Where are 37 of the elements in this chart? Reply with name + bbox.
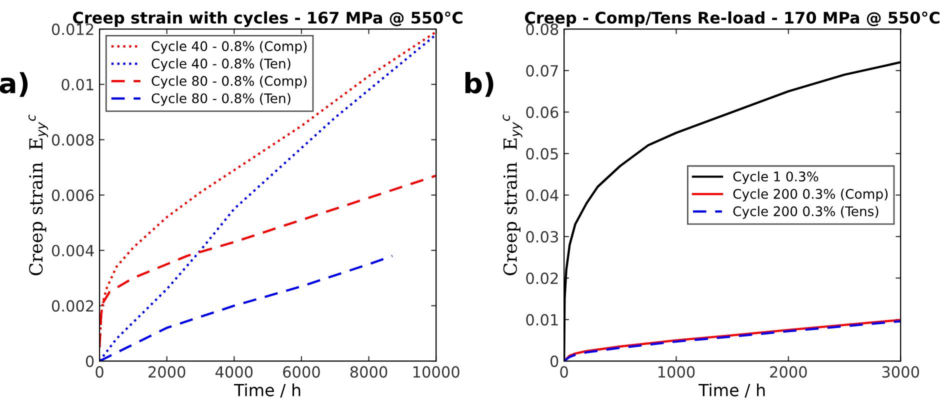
legend-label: Cycle 200 0.3% (Tens) — [733, 206, 878, 219]
x-tick-label: 2000 — [770, 366, 807, 378]
x-axis-title: Time / h — [698, 383, 765, 398]
legend-label: Cycle 80 - 0.8% (Ten) — [152, 93, 290, 106]
legend-label: Cycle 1 0.3% — [733, 171, 818, 184]
y-tick-label: 0.05 — [526, 148, 558, 160]
legend-label: Cycle 40 - 0.8% (Comp) — [152, 40, 307, 54]
x-tick-label: 1000 — [658, 366, 695, 378]
y-tick-label: 0.02 — [526, 272, 558, 284]
x-tick-label: 6000 — [283, 366, 320, 378]
y-tick-label: 0.01 — [62, 78, 94, 90]
y-tick-label: 0.002 — [52, 300, 94, 312]
y-tick-label: 0 — [86, 356, 94, 368]
text: b) — [465, 72, 494, 97]
y-axis-title: Creep strain E$_{yy}$$^{c}$ — [502, 114, 522, 276]
y-tick-label: 0.03 — [526, 231, 558, 243]
y-tick-label: 0 — [550, 356, 558, 368]
text: a) — [0, 72, 28, 97]
y-tick-label: 0.07 — [526, 65, 558, 77]
legend-label: Cycle 200 0.3% (Comp) — [733, 188, 888, 202]
y-tick-label: 0.04 — [526, 190, 558, 202]
y-tick-label: 0.004 — [52, 244, 94, 256]
legend-label: Cycle 40 - 0.8% (Ten) — [152, 58, 290, 72]
y-tick-label: 0.01 — [526, 314, 558, 326]
y-tick-label: 0.06 — [526, 106, 558, 118]
legend-label: Cycle 80 - 0.8% (Comp) — [152, 76, 307, 88]
x-axis-title: Time / h — [234, 383, 300, 398]
x-tick-label: 3000 — [882, 366, 920, 378]
x-tick-label: 2000 — [148, 366, 186, 378]
x-tick-label: 0 — [96, 366, 104, 378]
x-tick-label: 0 — [560, 366, 568, 378]
y-tick-label: 0.006 — [52, 190, 94, 202]
x-tick-label: 8000 — [350, 366, 388, 378]
x-tick-label: 10000 — [413, 366, 460, 378]
y-axis-title: Creep strain E$_{yy}$$^{c}$ — [28, 114, 48, 276]
x-tick-label: 4000 — [215, 366, 253, 378]
y-tick-label: 0.008 — [52, 134, 94, 146]
